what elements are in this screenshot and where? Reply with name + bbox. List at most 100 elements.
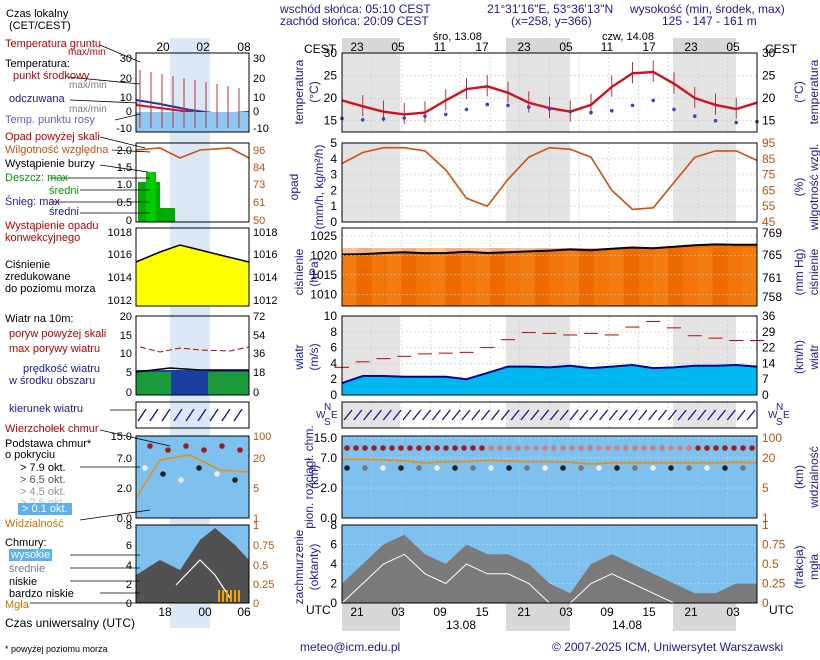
wind-arrow-21 xyxy=(549,409,559,421)
lt-temp-r-1: 20 xyxy=(253,73,265,85)
axis-vis-right-unit: (km) xyxy=(792,465,806,489)
cb-top-dot-23 xyxy=(551,445,557,451)
wind-kmh-tick-0: 36 xyxy=(762,309,776,323)
lt-press-r-3: 1012 xyxy=(253,295,277,307)
footer-email[interactable]: meteo@icm.edu.pl xyxy=(300,640,401,654)
legend-dewpoint: Temp. punktu rosy xyxy=(5,114,95,126)
dewpoint-point-9 xyxy=(526,105,531,109)
footnote: * powyżej poziomu morza xyxy=(5,644,108,654)
lt-wind-l-1: 15 xyxy=(120,330,132,342)
legend-okt01: > 0.1 okt. xyxy=(18,503,72,515)
visibility-line xyxy=(342,458,758,465)
legend-humidity-line xyxy=(135,147,250,159)
lt-temp-r-2: 10 xyxy=(253,92,265,104)
wind-arrow-2 xyxy=(363,409,373,421)
night-shade-0-0 xyxy=(342,53,400,132)
hum-tick-5: 45 xyxy=(762,215,776,229)
fog-tick-2: 0.5 xyxy=(762,557,779,571)
temp-tick-right-0: 30 xyxy=(762,46,776,60)
legend-wind-arrow-2 xyxy=(161,408,171,422)
panel-border-1 xyxy=(341,142,758,223)
wind-arrow-40 xyxy=(736,409,746,421)
press-tick-1: 1020 xyxy=(310,248,337,262)
lt-temp-r-0: 30 xyxy=(253,53,265,65)
night-shade-1-2 xyxy=(673,143,736,222)
legend-okt65: > 6.5 okt. xyxy=(20,474,66,486)
wind-arrow-32 xyxy=(657,409,668,421)
lt-fog-r-2: 0.5 xyxy=(253,560,268,572)
axis-cover-left: zachmurzenie xyxy=(292,529,306,605)
wind-arrow-10 xyxy=(441,409,451,421)
lt-cover-l-0: 8 xyxy=(126,520,132,532)
cb-top-dot-17 xyxy=(497,445,503,451)
day1-label: śro, 13.08 xyxy=(433,31,482,43)
legend-pressure3: do poziomu morza xyxy=(5,283,96,295)
legend-temperature: Temperatura: xyxy=(5,58,70,70)
bottom-date-1: 14.08 xyxy=(612,618,642,632)
pressure-texture-19 xyxy=(623,248,639,306)
axis-wind-left: wiatr xyxy=(292,344,306,370)
legend-utc-label: Czas uniwersalny (UTC) xyxy=(5,616,136,630)
pressure-texture-1 xyxy=(356,248,372,306)
legend-wind-green2 xyxy=(208,372,249,395)
vis-tick-2: 5 xyxy=(762,481,769,495)
lt-wind-l-0: 20 xyxy=(120,311,132,323)
wind-arrow-25 xyxy=(589,409,599,421)
cloudbase-dot-20 xyxy=(524,465,530,471)
legend-wind-arrow-5 xyxy=(197,408,207,422)
lt-cover-l-4: 0 xyxy=(126,598,132,610)
lt-hum-r-1: 84 xyxy=(253,162,265,174)
grid-text: (x=258, y=366) xyxy=(511,14,592,28)
lt-cover-l-3: 2 xyxy=(126,579,132,591)
wind-kmh-tick-1: 29 xyxy=(762,325,776,339)
wind-arrow-8 xyxy=(422,409,432,421)
cloudbase-dot-24 xyxy=(560,465,566,471)
wind-arrow-14 xyxy=(481,409,491,421)
wind-tick-3: 4 xyxy=(330,356,337,370)
cb-top-dot-2 xyxy=(362,445,368,451)
precip-tick-2: 3 xyxy=(330,168,337,182)
bottom-hour-6: 09 xyxy=(600,605,614,619)
cb-tick-0: 15.0 xyxy=(314,431,338,445)
dewpoint-point-14 xyxy=(630,103,635,108)
cb-tick-3: 0.0 xyxy=(320,511,337,525)
compass-w-right: W xyxy=(768,410,778,421)
pressure-texture-25 xyxy=(712,248,728,306)
legend-wind-arrow-7 xyxy=(221,408,231,422)
press-tick-2: 1015 xyxy=(310,268,337,282)
sunrise-text: wschód słońca: 05:10 CEST xyxy=(280,2,431,16)
lt-hum-r-3: 61 xyxy=(253,197,265,209)
legend-high: wysokie xyxy=(9,549,53,561)
pressure-texture-11 xyxy=(505,248,520,306)
pressure-texture-27 xyxy=(742,248,757,306)
cover-area xyxy=(342,534,757,603)
bottom-hour-8: 21 xyxy=(684,605,698,619)
cloudbase-dot-34 xyxy=(650,465,656,471)
lt-cover-l-2: 4 xyxy=(126,560,132,572)
wind-arrow-35 xyxy=(687,409,697,421)
dewpoint-point-5 xyxy=(443,112,448,117)
legend-cloud-base2: o pokryciu xyxy=(5,449,56,461)
bottom-hour-4: 21 xyxy=(517,605,531,619)
legend-panel-border-2 xyxy=(135,227,250,307)
legend-cloudbase-dot-2 xyxy=(178,477,184,483)
pressure-texture-23 xyxy=(682,248,698,306)
legend-wind-line xyxy=(135,367,249,373)
temp-tick-right-2: 20 xyxy=(762,91,776,105)
coords-text: 21°31'16"E, 53°36'13"N xyxy=(487,2,614,16)
legend-cb-top: Wierzchołek chmur xyxy=(5,423,99,435)
legend-cb-dot-5 xyxy=(237,447,243,453)
vis-tick-1: 20 xyxy=(762,451,776,465)
legend-pressure-line xyxy=(135,244,250,263)
footer-copyright: © 2007-2025 ICM, Uniwersytet Warszawski xyxy=(552,640,784,654)
lt-precip-l-4: 0 xyxy=(126,215,132,227)
legend-wind-dir: kierunek wiatru xyxy=(9,403,83,415)
top-hour-8: 23 xyxy=(684,40,698,54)
cloudbase-dot-14 xyxy=(470,465,476,471)
legend-humidity: Wilgotność względna xyxy=(5,144,109,156)
cest-left: CEST xyxy=(304,42,337,56)
legend-wind-mean2: w środku obszaru xyxy=(9,375,96,387)
pressure-texture-26 xyxy=(727,248,743,306)
lt-cb-l-1: 7.0 xyxy=(117,453,132,465)
wind-kmh-tick-2: 22 xyxy=(762,341,776,355)
